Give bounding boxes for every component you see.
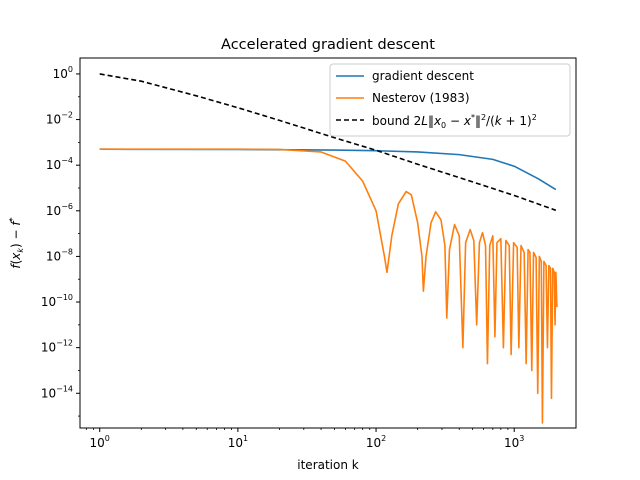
y-tick-label: 100	[53, 65, 73, 81]
legend-label-gradient-descent: gradient descent	[372, 69, 474, 83]
y-tick-label: 10−10	[41, 293, 73, 309]
x-axis: 100 101 102 103	[85, 428, 524, 450]
axes-frame	[79, 57, 577, 429]
series-line-nesterov-1983	[99, 148, 558, 424]
legend: gradient descent Nesterov (1983) bound 2…	[329, 63, 571, 137]
legend-frame	[329, 63, 571, 137]
y-axis: 100 10−2 10−4 10−6 10−8 10−10 10−12 10−14	[41, 65, 80, 417]
x-tick-label: 100	[90, 434, 110, 450]
legend-label-nesterov: Nesterov (1983)	[372, 91, 470, 105]
y-tick-label: 10−2	[46, 111, 73, 127]
x-tick-label: 102	[366, 434, 386, 450]
x-tick-label: 103	[504, 434, 524, 450]
y-axis-label: f(xk) − f*	[8, 217, 25, 268]
y-tick-label: 10−8	[46, 247, 73, 263]
y-tick-label: 10−12	[41, 339, 73, 355]
chart-title: Accelerated gradient descent	[221, 37, 435, 53]
y-tick-label: 10−4	[46, 156, 73, 172]
plot-area	[99, 73, 558, 424]
series-line-bound	[99, 73, 557, 212]
x-axis-label: iteration k	[297, 458, 359, 472]
y-tick-label: 10−14	[41, 384, 73, 400]
y-tick-label: 10−6	[46, 202, 73, 218]
x-tick-label: 101	[228, 434, 248, 450]
legend-label-bound: bound 2L‖x0 − x*‖2/(k + 1)2	[372, 113, 537, 130]
